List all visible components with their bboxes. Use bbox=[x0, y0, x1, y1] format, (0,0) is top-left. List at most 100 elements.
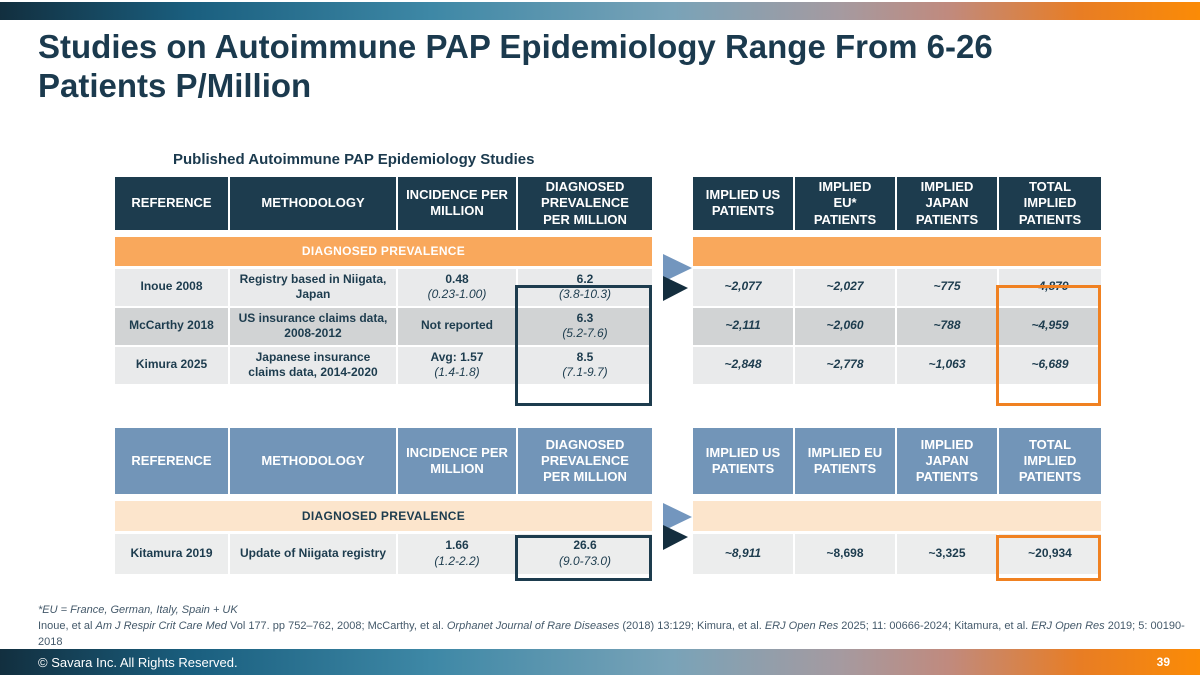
total-implied-cell: ~4,879 bbox=[999, 268, 1101, 306]
total-highlight-box bbox=[996, 285, 1101, 406]
reference-value: Inoue 2008 bbox=[140, 279, 203, 294]
value: ~8,698 bbox=[826, 546, 864, 561]
value: ~788 bbox=[933, 318, 961, 333]
incidence-value: 1.66 bbox=[445, 538, 469, 553]
value: ~2,778 bbox=[826, 357, 864, 372]
citation-segment: 2025; 11: 00666-2024; Kitamura, et al. bbox=[838, 619, 1032, 632]
flow-arrow-icon bbox=[663, 503, 692, 550]
header-reference: REFERENCE bbox=[115, 428, 228, 494]
header-label: IMPLIED US PATIENTS bbox=[705, 187, 781, 219]
prevalence-value: 6.3 bbox=[576, 310, 594, 325]
header-total-implied: TOTAL IMPLIED PATIENTS bbox=[999, 177, 1101, 230]
citation-journal: Am J Respir Crit Care Med bbox=[95, 619, 227, 632]
value: ~6,689 bbox=[1031, 357, 1069, 372]
methodology-cell: US insurance claims data, 2008-2012 bbox=[230, 307, 396, 345]
implied-eu-cell: ~2,060 bbox=[795, 307, 895, 345]
methodology-cell: Update of Niigata registry bbox=[230, 534, 396, 574]
prevalence-value: 8.5 bbox=[576, 349, 594, 364]
study-table-2: REFERENCE METHODOLOGY INCIDENCE PER MILL… bbox=[115, 428, 652, 576]
incidence-cell: Not reported bbox=[398, 307, 516, 345]
incidence-value: Avg: 1.57 bbox=[430, 349, 484, 364]
table-row: ~2,111 ~2,060 ~788 ~4,959 bbox=[693, 307, 1101, 345]
prevalence-range: (7.1-9.7) bbox=[562, 365, 608, 380]
header-implied-japan: IMPLIED JAPAN PATIENTS bbox=[897, 177, 997, 230]
header-label: IMPLIED US PATIENTS bbox=[705, 444, 781, 476]
reference-cell: Inoue 2008 bbox=[115, 268, 228, 306]
incidence-cell: 1.66 (1.2-2.2) bbox=[398, 534, 516, 574]
total-implied-cell: ~6,689 bbox=[999, 346, 1101, 384]
prevalence-range: (3.8-10.3) bbox=[558, 287, 612, 302]
total-highlight-box bbox=[996, 535, 1101, 581]
flow-arrow-icon bbox=[663, 254, 692, 301]
methodology-value: Japanese insurance claims data, 2014-202… bbox=[248, 349, 378, 380]
header-label: REFERENCE bbox=[131, 452, 212, 468]
footer-bar: © Savara Inc. All Rights Reserved. 39 bbox=[0, 649, 1200, 675]
implied-eu-cell: ~2,778 bbox=[795, 346, 895, 384]
header-implied-eu: IMPLIED EU PATIENTS bbox=[795, 428, 895, 494]
citation-journal: ERJ Open Res bbox=[764, 619, 839, 632]
implied-table-1: IMPLIED US PATIENTS IMPLIED EU* PATIENTS… bbox=[693, 177, 1101, 386]
reference-cell: McCarthy 2018 bbox=[115, 307, 228, 345]
header-methodology: METHODOLOGY bbox=[230, 428, 396, 494]
implied-japan-cell: ~3,325 bbox=[897, 534, 997, 574]
incidence-range: (1.2-2.2) bbox=[434, 554, 480, 568]
study-table-2-header-row: REFERENCE METHODOLOGY INCIDENCE PER MILL… bbox=[115, 428, 652, 494]
implied-us-cell: ~8,911 bbox=[693, 534, 793, 574]
implied-eu-cell: ~2,027 bbox=[795, 268, 895, 306]
top-accent-bar bbox=[0, 2, 1200, 20]
table-row: McCarthy 2018 US insurance claims data, … bbox=[115, 307, 652, 345]
header-label: METHODOLOGY bbox=[261, 195, 365, 211]
header-total-implied: TOTAL IMPLIED PATIENTS bbox=[999, 428, 1101, 494]
prevalence-cell: 8.5 (7.1-9.7) bbox=[518, 346, 652, 384]
citation-journal: ERJ Open Res bbox=[1031, 619, 1105, 632]
implied-eu-cell: ~8,698 bbox=[795, 534, 895, 574]
methodology-cell: Japanese insurance claims data, 2014-202… bbox=[230, 346, 396, 384]
reference-cell: Kitamura 2019 bbox=[115, 534, 228, 574]
reference-cell: Kimura 2025 bbox=[115, 346, 228, 384]
reference-citations: Inoue, et al Am J Respir Crit Care Med V… bbox=[38, 619, 1200, 651]
table-row: Kitamura 2019 Update of Niigata registry… bbox=[115, 534, 652, 574]
value: ~2,060 bbox=[826, 318, 864, 333]
implied-japan-cell: ~1,063 bbox=[897, 346, 997, 384]
incidence-range: (1.4-1.8) bbox=[434, 365, 480, 380]
study-table-1: REFERENCE METHODOLOGY INCIDENCE PER MILL… bbox=[115, 177, 652, 386]
header-label: IMPLIED JAPAN PATIENTS bbox=[915, 179, 979, 227]
orange-band bbox=[693, 236, 1101, 266]
footnotes: *EU = France, German, Italy, Spain + UK … bbox=[38, 603, 1200, 651]
implied-table-2: IMPLIED US PATIENTS IMPLIED EU PATIENTS … bbox=[693, 428, 1101, 576]
implied-japan-cell: ~775 bbox=[897, 268, 997, 306]
header-implied-japan: IMPLIED JAPAN PATIENTS bbox=[897, 428, 997, 494]
implied-us-cell: ~2,111 bbox=[693, 307, 793, 345]
value: ~4,959 bbox=[1031, 318, 1069, 333]
header-label: DIAGNOSED PREVALENCE PER MILLION bbox=[541, 179, 629, 227]
prevalence-range: (5.2-7.6) bbox=[562, 326, 608, 341]
diagnosed-prevalence-band: DIAGNOSED PREVALENCE bbox=[115, 236, 652, 266]
prevalence-range: (9.0-73.0) bbox=[558, 554, 612, 568]
table-row: ~2,848 ~2,778 ~1,063 ~6,689 bbox=[693, 346, 1101, 384]
page-title: Studies on Autoimmune PAP Epidemiology R… bbox=[38, 28, 993, 104]
value: ~2,077 bbox=[724, 279, 762, 294]
header-reference: REFERENCE bbox=[115, 177, 228, 230]
implied-table-1-header-row: IMPLIED US PATIENTS IMPLIED EU* PATIENTS… bbox=[693, 177, 1101, 230]
header-label: TOTAL IMPLIED PATIENTS bbox=[1018, 436, 1082, 485]
copyright-text: © Savara Inc. All Rights Reserved. bbox=[38, 654, 238, 670]
header-implied-us: IMPLIED US PATIENTS bbox=[693, 177, 793, 230]
methodology-value: Update of Niigata registry bbox=[239, 546, 387, 561]
prevalence-highlight-box bbox=[515, 535, 652, 581]
reference-value: Kitamura 2019 bbox=[130, 546, 213, 561]
prevalence-cell: 6.3 (5.2-7.6) bbox=[518, 307, 652, 345]
value: ~8,911 bbox=[724, 546, 762, 561]
value: ~775 bbox=[933, 279, 961, 294]
total-implied-cell: ~4,959 bbox=[999, 307, 1101, 345]
header-label: INCIDENCE PER MILLION bbox=[406, 187, 508, 219]
header-label: REFERENCE bbox=[131, 195, 212, 211]
reference-value: McCarthy 2018 bbox=[129, 318, 214, 333]
header-label: DIAGNOSED PREVALENCE PER MILLION bbox=[541, 436, 629, 485]
band-label: DIAGNOSED PREVALENCE bbox=[301, 509, 466, 523]
band-label: DIAGNOSED PREVALENCE bbox=[301, 244, 466, 259]
header-label: METHODOLOGY bbox=[261, 452, 365, 468]
prevalence-cell: 26.6 (9.0-73.0) bbox=[518, 534, 652, 574]
eu-footnote: *EU = France, German, Italy, Spain + UK bbox=[38, 604, 238, 616]
incidence-cell: 0.48 (0.23-1.00) bbox=[398, 268, 516, 306]
